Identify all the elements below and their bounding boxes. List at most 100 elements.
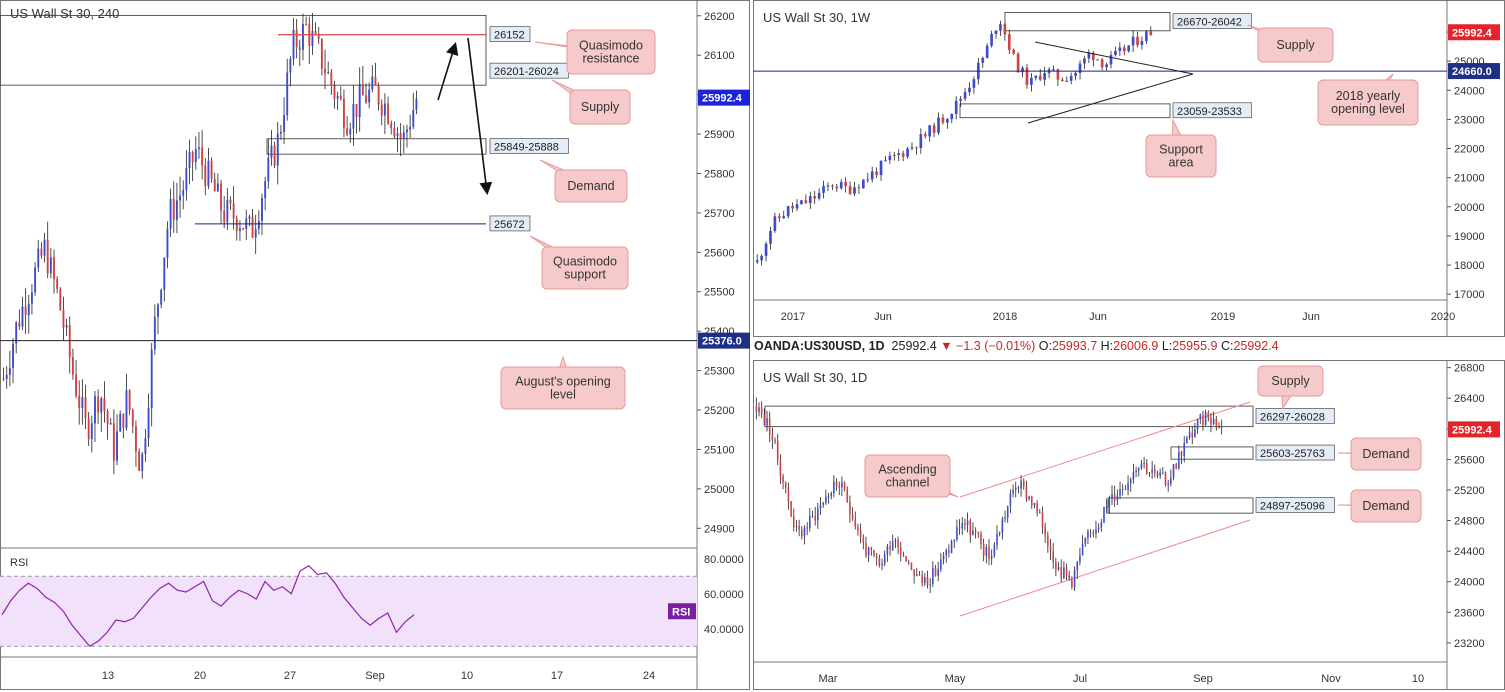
note-daily-demand-2-box	[1350, 489, 1422, 523]
weekly-chart[interactable]: 17000 18000 19000 20000 21000 22000 23000 24000…	[753, 0, 1505, 337]
candle-down	[798, 525, 800, 530]
candle-up	[1006, 506, 1009, 518]
rsi-badge: RSI	[672, 606, 690, 618]
y-tick-label: 24000	[1454, 577, 1485, 589]
candle-up	[150, 349, 153, 409]
candle-up	[959, 98, 962, 101]
candle-up	[1212, 418, 1215, 425]
x-tick-label: 13	[102, 670, 114, 682]
candle-up	[1194, 429, 1196, 438]
candle-up	[1127, 45, 1131, 52]
note-daily-supply-text-0: Supply	[1271, 374, 1310, 388]
x-tick-label: 2019	[1211, 311, 1235, 323]
candle-up	[1140, 463, 1143, 469]
candle-up	[368, 89, 371, 103]
candle-up	[1114, 51, 1117, 56]
candle-up	[769, 230, 772, 244]
note-august-open-box	[500, 366, 626, 410]
candle-up	[406, 129, 408, 133]
candle-up	[1009, 493, 1012, 507]
candle-up	[1145, 31, 1148, 42]
candle-up	[862, 179, 865, 189]
candle-up	[207, 160, 210, 187]
note-demand: Demand	[539, 159, 628, 203]
y-tick-label: 23000	[1454, 114, 1485, 126]
y-tick-label: 25200	[1454, 485, 1485, 497]
y-tick-label: 25800	[704, 168, 735, 180]
candle-up	[248, 216, 251, 219]
candle-up	[915, 574, 918, 576]
y-tick-label: 24800	[1454, 516, 1485, 528]
candle-up	[990, 33, 993, 46]
candle-up	[94, 396, 96, 424]
candle-up	[34, 267, 37, 293]
candle-up	[956, 527, 958, 540]
candle-up	[981, 57, 985, 63]
weekly-title: US Wall St 30, 1W	[763, 10, 871, 25]
candle-up	[884, 160, 887, 162]
candle-down	[1047, 535, 1049, 546]
candle-up	[950, 113, 954, 120]
candle-down	[980, 533, 982, 544]
candle-down	[374, 76, 377, 85]
candle-up	[764, 243, 768, 256]
candle-up	[1096, 59, 1100, 61]
candle-up	[188, 152, 191, 169]
daily-supply-label-box	[1255, 408, 1335, 424]
candle-up	[881, 563, 883, 566]
candle-down	[921, 574, 923, 584]
candle-down	[779, 460, 782, 477]
weekly-chart-panel[interactable]: 17000 18000 19000 20000 21000 22000 23000 24000…	[753, 0, 1505, 337]
candle-up	[1097, 527, 1100, 530]
candle-up	[1172, 464, 1175, 478]
candle-up	[1186, 437, 1188, 444]
candle-up	[866, 179, 870, 181]
h4-chart[interactable]: 2490025000251002520025300254002550025600…	[0, 0, 750, 690]
candle-down	[40, 248, 43, 256]
candle-down	[201, 147, 204, 166]
candle-up	[153, 316, 156, 350]
candle-up	[1073, 570, 1076, 588]
candle-up	[953, 539, 956, 541]
candle-up	[1188, 432, 1191, 438]
candle-up	[1196, 418, 1199, 430]
august-open-tag-bg	[698, 332, 750, 349]
rsi-line	[1, 564, 415, 648]
daily-chart[interactable]: 2320023600240002440024800252002560026000…	[753, 360, 1505, 690]
x-tick-label: Sep	[1193, 673, 1213, 685]
candle-up	[254, 229, 257, 238]
daily-chart-panel[interactable]: 2320023600240002440024800252002560026000…	[753, 360, 1505, 690]
candle-down	[1164, 472, 1167, 485]
candle-up	[928, 125, 932, 137]
candle-down	[932, 125, 936, 133]
candle-up	[994, 30, 998, 34]
demand-zone-label-box	[489, 138, 569, 154]
x-tick-label: Jun	[874, 311, 892, 323]
change-value: −1.3 (−0.01%)	[956, 339, 1036, 353]
candle-down	[1202, 414, 1204, 426]
candle-up	[409, 126, 412, 130]
candle-down	[844, 182, 847, 187]
candle-up	[1083, 58, 1086, 64]
candle-down	[926, 577, 929, 586]
close-value: 25992.4	[1233, 339, 1279, 353]
candle-down	[760, 407, 763, 415]
candle-down	[1089, 531, 1092, 533]
candle-down	[1149, 31, 1153, 36]
h4-chart-panel[interactable]: 24900 25000 25100 25200 25300 25400 25500 25600…	[0, 0, 750, 690]
candle-up	[1076, 562, 1079, 571]
candle-up	[1218, 426, 1220, 428]
candle-down	[768, 418, 771, 435]
candle-down	[1055, 561, 1057, 570]
candle-up	[27, 303, 30, 316]
candle-down	[213, 178, 216, 192]
candle-up	[1178, 451, 1180, 469]
note-supply: Supply	[551, 79, 631, 125]
note-daily-supply: Supply	[1257, 365, 1324, 410]
h4-current-price: 25992.4	[702, 93, 743, 105]
candle-up	[261, 198, 263, 221]
candle-up	[870, 171, 874, 180]
note-support-area-text-0: Support	[1159, 143, 1203, 157]
candle-down	[814, 515, 816, 521]
